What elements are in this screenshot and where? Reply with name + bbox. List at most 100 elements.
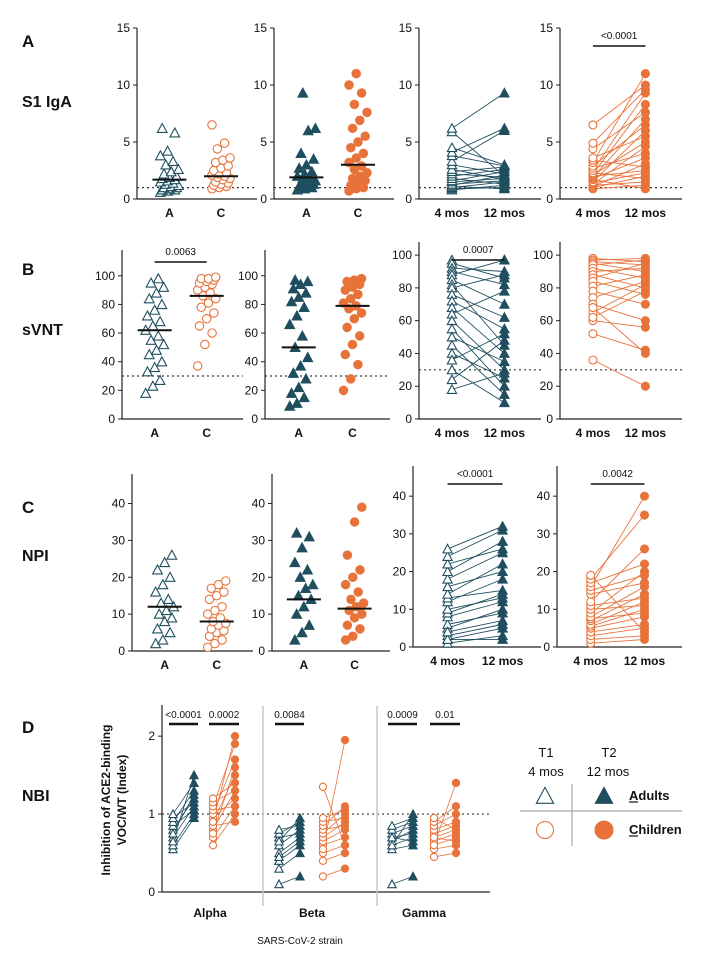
data-point <box>345 374 356 384</box>
data-point <box>301 563 314 575</box>
data-point <box>307 578 319 590</box>
pair-line <box>212 782 236 799</box>
data-point <box>294 571 307 582</box>
y-tick-label: 60 <box>540 314 554 328</box>
y-tick-label: 1 <box>148 807 155 821</box>
data-point <box>307 153 320 164</box>
pair-line <box>451 279 505 305</box>
pvalue-label: 0.0042 <box>602 469 633 480</box>
data-point <box>355 115 365 126</box>
y-tick-label: 0 <box>546 412 553 426</box>
data-point <box>285 387 298 398</box>
y-tick-label: 30 <box>112 533 126 547</box>
data-point-t1 <box>273 851 285 862</box>
data-point-t2 <box>498 311 510 322</box>
pvalue-label: 0.0007 <box>463 245 494 256</box>
data-point <box>154 315 166 327</box>
y-tick-label: 2 <box>148 729 155 743</box>
pair-line <box>592 303 646 322</box>
data-point <box>289 633 301 645</box>
pair-line <box>592 163 646 187</box>
data-point <box>202 642 213 653</box>
data-point <box>202 609 213 619</box>
legend-child-t1-marker <box>535 820 555 840</box>
data-point <box>355 624 365 634</box>
data-point-t1 <box>318 872 328 881</box>
data-point-t2 <box>451 825 461 834</box>
data-point <box>283 400 296 411</box>
data-point-t1 <box>442 603 454 614</box>
data-point <box>210 638 220 649</box>
data-point-t1 <box>318 782 328 791</box>
y-tick-label: 20 <box>245 383 259 397</box>
data-point-t2 <box>640 348 650 358</box>
pair-line <box>592 184 646 190</box>
data-point-t2 <box>340 833 350 842</box>
data-point <box>164 626 176 638</box>
data-point <box>349 613 360 623</box>
data-point <box>351 68 361 79</box>
data-point-t2 <box>639 593 650 603</box>
data-point <box>210 605 220 616</box>
y-tick-label: 10 <box>540 78 554 92</box>
data-point-t1 <box>588 138 598 148</box>
data-point-t2 <box>451 817 461 827</box>
data-point-t2 <box>639 510 650 520</box>
pair-line <box>451 328 505 387</box>
pair-line <box>451 307 505 354</box>
data-point-t2 <box>230 739 240 749</box>
data-point <box>151 563 164 575</box>
y-tick-label: 60 <box>102 326 116 340</box>
data-point-t2 <box>188 769 200 780</box>
pair-line <box>451 127 505 153</box>
data-point-t2 <box>294 812 306 823</box>
data-point-t1 <box>588 312 598 322</box>
pair-line <box>592 179 646 190</box>
data-point <box>289 556 301 568</box>
data-point <box>300 286 312 298</box>
pair-line <box>590 571 645 614</box>
strain-label: Alpha <box>193 906 227 920</box>
data-point <box>166 549 178 560</box>
data-point <box>141 309 154 321</box>
data-point-t1 <box>386 820 398 830</box>
pair-line <box>592 104 646 175</box>
data-point-t2 <box>340 821 350 830</box>
data-point-t2 <box>640 148 650 158</box>
data-point <box>353 289 363 300</box>
data-point-t1 <box>429 813 439 823</box>
x-tick-label-time: 12 mos <box>484 206 526 220</box>
x-tick-label-time: 12 mos <box>484 426 526 440</box>
pair-line <box>451 178 505 183</box>
pair-line <box>592 89 646 144</box>
y-axis-label: Inhibition of ACE2-binding <box>99 725 113 876</box>
data-point <box>340 635 351 645</box>
pair-line <box>592 261 646 266</box>
data-point-t2 <box>640 162 650 172</box>
y-tick-label: 10 <box>537 602 551 616</box>
pair-line <box>451 186 505 190</box>
data-point <box>348 572 358 582</box>
pair-line <box>592 359 646 387</box>
data-point <box>157 633 169 645</box>
pair-line <box>592 307 646 354</box>
pair-line <box>447 571 503 588</box>
data-point-t2 <box>640 99 650 109</box>
pair-line <box>590 495 645 587</box>
data-point <box>147 380 159 391</box>
pair-line <box>592 141 646 176</box>
pair-line <box>451 339 505 381</box>
data-point-t2 <box>639 491 650 501</box>
y-tick-label: 0 <box>108 412 115 426</box>
data-point <box>196 302 207 313</box>
pair-line <box>592 146 646 185</box>
row-name-b: sVNT <box>22 322 63 339</box>
data-point <box>356 88 367 98</box>
data-point-t1 <box>446 354 458 365</box>
data-point-t2 <box>640 322 650 332</box>
data-point-t1 <box>588 355 598 365</box>
pair-line <box>590 601 645 625</box>
data-point <box>207 328 217 338</box>
pair-line <box>451 320 505 371</box>
data-point <box>172 163 185 175</box>
